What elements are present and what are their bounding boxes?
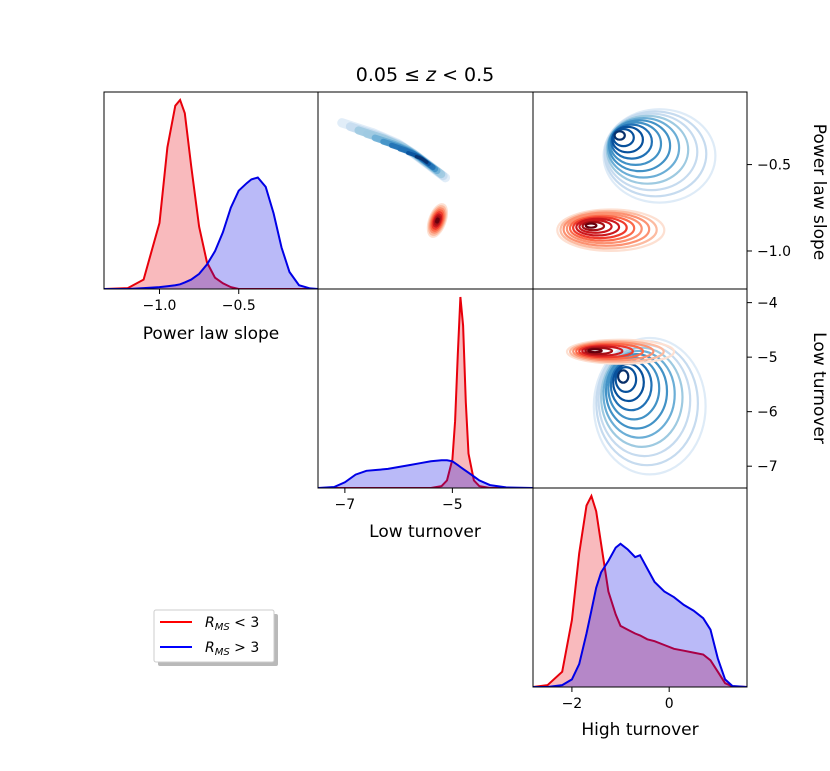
contour-red-level-9 [584,222,598,229]
contour-red-level-5 [581,345,624,357]
chart-title: 0.05 ≤ z < 0.5 [356,64,495,86]
contour-blue-level-3 [605,114,690,185]
contour-blue-level-0 [592,336,707,476]
contour-red-level-5 [572,216,628,240]
contour-red-level-7 [587,348,603,354]
contour-blue-level-7 [610,123,653,160]
kde-fill-blue [533,543,747,687]
ylabel-low-turnover: Low turnover [809,332,829,444]
kde-fill-blue [318,460,533,488]
frame-13 [532,288,748,489]
kde-line-blue [318,459,533,488]
x-power-law-slope-ticklabel-0: −1.0 [142,298,176,314]
panel-high-vs-low-turnover [565,336,707,476]
kde-fill-red [104,100,318,289]
contour-red-level-2 [562,211,651,247]
contour-blue-level-10 [617,369,630,384]
y-low-turnover-ticklabel-3: −4 [757,296,778,312]
x-low-turnover-ticklabel-0: −7 [335,497,356,513]
contour-blue-level-2 [604,112,699,192]
contour-blue-level-5 [604,352,669,430]
contour-blue-level-6 [609,121,663,167]
frame-03 [532,91,748,290]
contour-red-level-4 [578,344,634,359]
contour-red-level-0 [565,338,676,365]
kde-fill-blue [104,177,318,289]
contour-red-level-1 [559,209,658,250]
contour-blue-level-4 [606,117,681,179]
contour-blue-level-9 [414,155,429,164]
y-low-turnover-ticklabel-0: −7 [757,459,778,475]
contour-red-level-6 [575,217,621,237]
contour-red-level-7 [578,219,613,234]
contour-blue-level-9 [614,366,638,394]
frame-12 [317,288,534,489]
y-low-turnover-ticklabel-1: −6 [757,405,778,421]
contour-red-level-1 [569,340,665,364]
ylabel-power-law-slope: Power law slope [809,124,829,260]
kde-line-blue [533,542,747,687]
x-power-law-slope-ticklabel-1: −0.5 [222,298,256,314]
contour-red-level-0 [556,208,666,253]
panel-low-turnover-vs-slope [337,118,451,238]
panel-high-turnover-hist [533,493,747,687]
y-low-turnover-ticklabel-2: −5 [757,350,778,366]
contour-blue-level-5 [607,119,672,173]
contour-red-level-4 [568,214,636,242]
kde-line-blue [104,176,318,289]
legend-label-red: RMS < 3 [205,615,259,633]
xlabel-low-turnover: Low turnover [369,522,481,542]
y-power-law-slope-ticklabel-1: −0.5 [757,158,791,174]
xlabel-power-law-slope: Power law slope [143,324,279,344]
x-high-turnover-ticklabel-1: 0 [665,696,674,712]
contour-red-level-3 [575,342,645,360]
contour-blue-level-8 [612,362,645,403]
contour-red-level-7 [435,217,440,224]
contour-red-level-2 [572,341,655,362]
legend-label-blue: RMS > 3 [205,640,259,658]
contour-blue-level-0 [602,108,717,204]
contour-blue-level-3 [599,346,684,448]
xlabel-high-turnover: High turnover [581,720,698,740]
kde-line-red [104,98,318,289]
kde-line-red [318,296,533,488]
contour-blue-level-8 [611,125,644,154]
contour-blue-level-2 [597,343,692,458]
contour-blue-level-9 [612,128,635,148]
frame-23 [532,487,748,688]
contour-red-level-8 [581,220,606,232]
x-high-turnover-ticklabel-0: −2 [562,696,583,712]
contour-blue-level-4 [602,349,676,439]
kde-line-red [533,493,747,687]
panel-high-turnover-vs-slope [556,108,717,253]
contour-red-level-6 [584,346,614,355]
legend: RMS < 3 RMS > 3 [153,609,278,666]
kde-fill-red [533,496,747,687]
panel-power-law-slope-hist [104,98,318,289]
contour-blue-level-10 [613,130,626,141]
y-power-law-slope-ticklabel-0: −1.0 [757,244,791,260]
panel-low-turnover-hist [318,296,533,488]
axis-ticks: −1.0 −0.5 −7 −5 −2 0 −1.0 −0.5 −7 −6 −5 −4 [142,158,791,712]
x-low-turnover-ticklabel-1: −5 [442,497,463,513]
kde-fill-red [318,297,533,488]
contour-red-level-3 [565,213,643,245]
